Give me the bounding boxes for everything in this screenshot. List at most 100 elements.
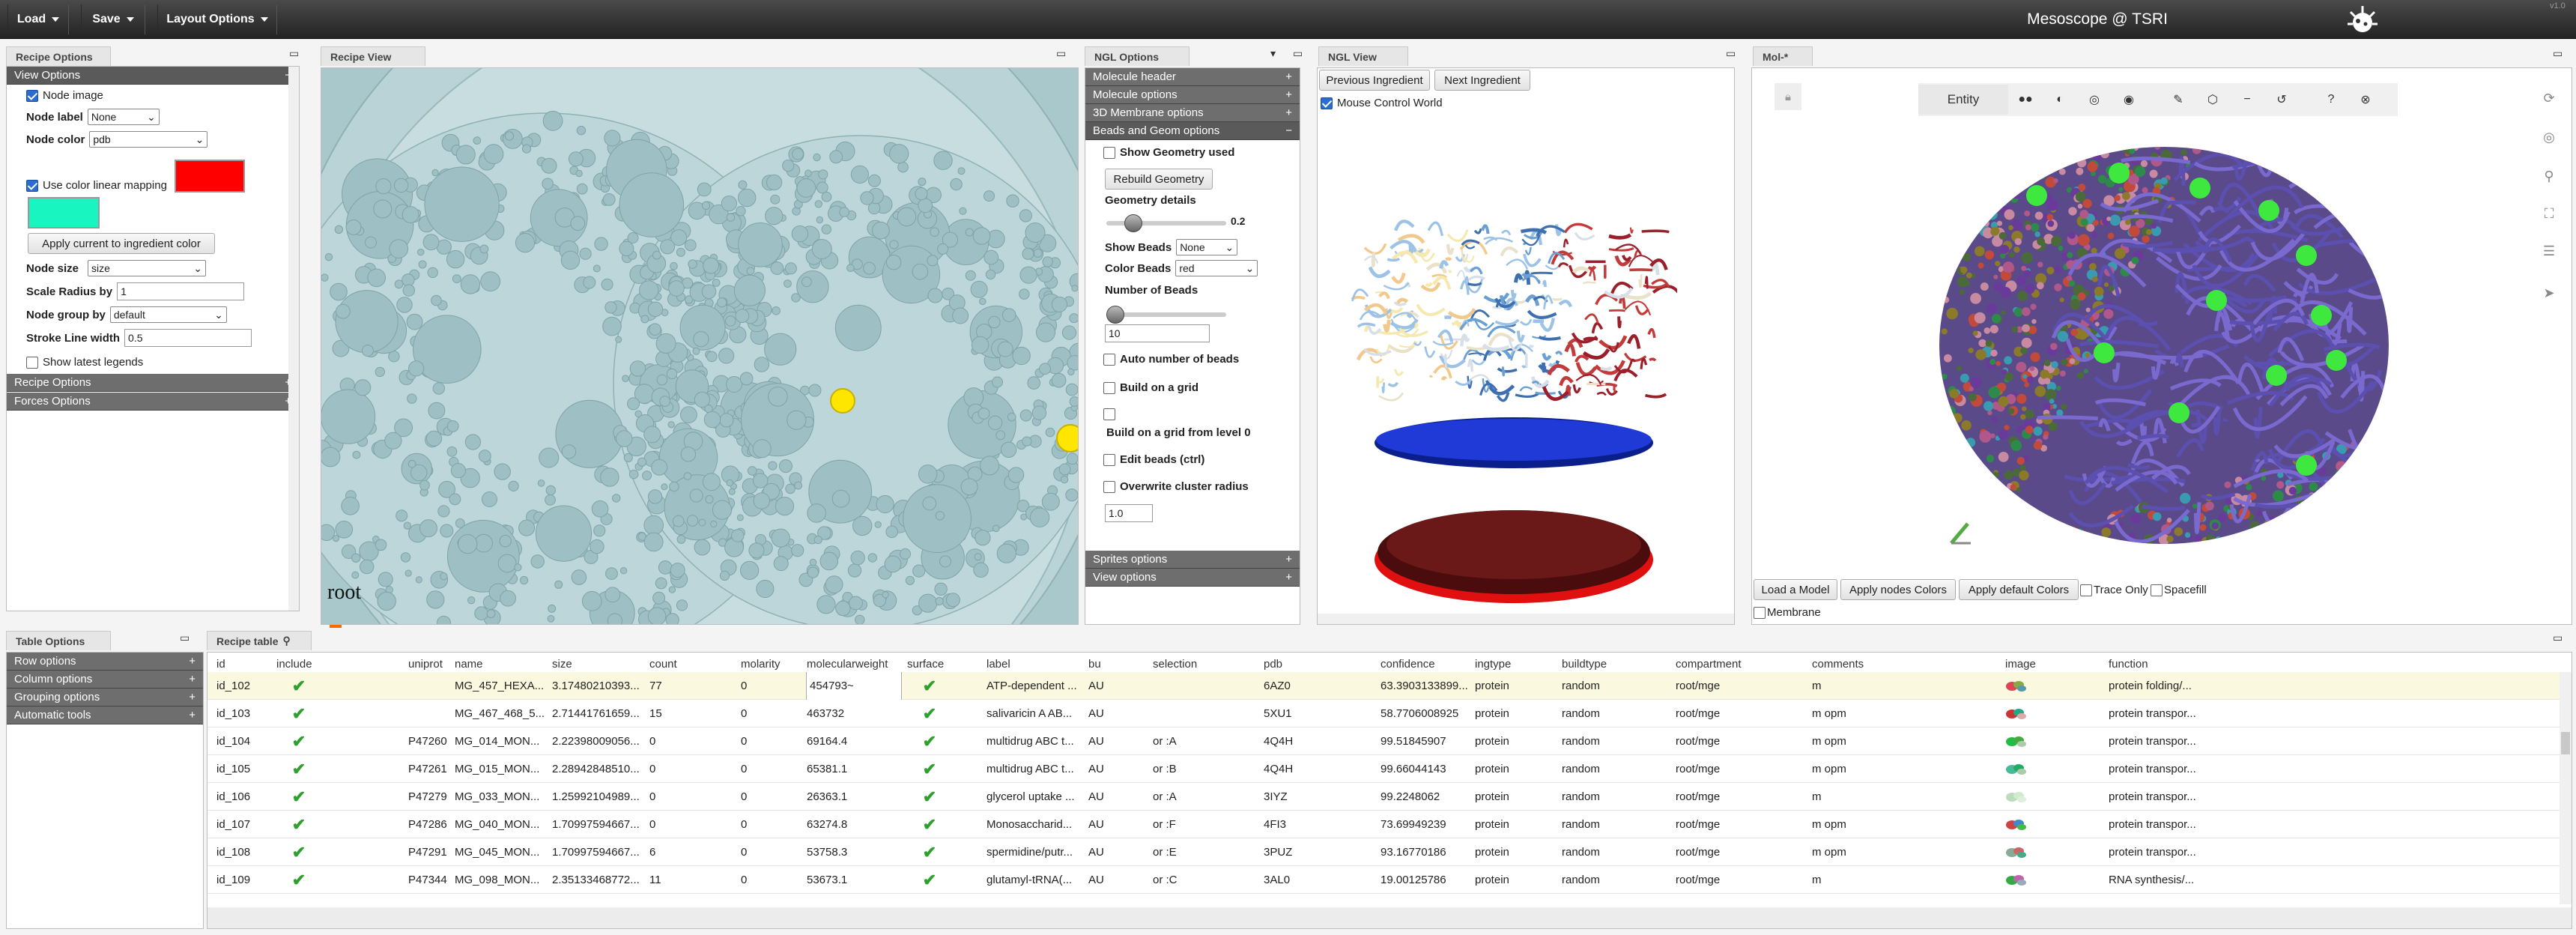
ingredient-node[interactable] [521,144,532,154]
table-cell[interactable]: 3PUZ [1264,846,1293,859]
table-cell[interactable]: 63274.8 [807,818,848,831]
table-cell[interactable]: 0 [741,874,748,886]
column-header[interactable]: bu [1088,657,1101,671]
beads-geom-accordion[interactable]: Beads and Geom options − [1085,122,1300,140]
color-beads-select[interactable]: red ⌄ [1175,260,1258,276]
ingredient-node[interactable] [579,247,592,260]
ingredient-node[interactable] [1033,248,1043,258]
ingredient-node[interactable] [594,237,608,251]
table-cell[interactable]: 63.3903133899... [1381,680,1468,692]
ingredient-node[interactable] [855,614,865,624]
ingredient-node[interactable] [514,563,522,572]
ingredient-node[interactable] [912,263,929,280]
ingredient-node[interactable] [365,236,377,249]
table-row[interactable]: id_102 ✔ MG_457_HEXA... 3.17480210393... 77 0… [207,672,2560,701]
table-cell[interactable]: 3.17480210393... [552,680,640,692]
table-cell[interactable]: m opm [1812,735,1846,748]
ingredient-node[interactable] [406,313,423,330]
ingredient-node[interactable] [676,599,688,611]
ingredient-node[interactable] [685,295,694,304]
ingredient-node[interactable] [867,174,881,187]
ingredient-node[interactable] [796,270,829,303]
table-cell[interactable]: or :B [1153,763,1177,775]
table-cell[interactable]: m [1812,874,1822,886]
ingredient-node[interactable] [1051,372,1067,388]
table-cell[interactable]: random [1562,818,1600,831]
ingredient-node[interactable] [486,609,496,619]
ingredient-node[interactable] [1066,453,1078,465]
ingredient-node[interactable] [753,473,769,488]
table-cell[interactable]: 1.70997594667... [552,846,640,859]
ingredient-node[interactable] [756,579,775,599]
table-cell[interactable]: id_102 [216,680,251,692]
ingredient-node[interactable] [782,160,795,172]
ingredient-node[interactable] [377,591,396,611]
ingredient-node[interactable] [427,267,438,278]
ingredient-node[interactable] [335,290,398,354]
table-cell[interactable] [1153,700,1258,727]
ingredient-node[interactable] [351,571,360,579]
ingredient-node[interactable] [607,613,622,625]
table-row[interactable]: id_107 ✔ P47286 MG_040_MON... 1.70997594667.… [207,811,2560,838]
ingredient-node[interactable] [813,536,822,545]
pointer-icon[interactable]: ➤ [2543,285,2555,300]
table-cell[interactable]: 99.2248062 [1381,790,1440,803]
column-header[interactable]: function [2109,657,2148,671]
ingredient-node[interactable] [482,491,497,507]
ingredient-node[interactable] [667,421,675,429]
table-cell[interactable]: root/mge [1676,735,1721,748]
ingredient-node[interactable] [474,533,493,553]
ingredient-node[interactable] [974,553,982,561]
ingredient-node[interactable] [670,229,688,246]
ingredient-node[interactable] [402,284,416,297]
reset-camera-icon[interactable]: ⟳ [2543,90,2555,106]
ingredient-node[interactable] [773,556,789,572]
ingredient-node[interactable] [425,430,443,447]
ingredient-node[interactable] [378,572,393,587]
include-check-icon[interactable]: ✔ [276,838,321,866]
ingredient-node[interactable] [694,539,711,556]
ingredient-node[interactable] [736,514,744,521]
table-cell[interactable]: AU [1088,735,1104,748]
ingredient-node[interactable] [706,351,718,363]
ingredient-node[interactable] [593,264,601,273]
column-header[interactable]: molarity [741,657,781,671]
table-cell[interactable]: root/mge [1676,763,1721,775]
ingredient-node[interactable] [568,151,584,167]
ingredient-node[interactable] [623,453,633,463]
ingredient-thumbnail[interactable] [2005,866,2103,894]
tab-ngl-options[interactable]: NGL Options [1085,46,1189,66]
ingredient-node[interactable] [437,505,450,518]
ingredient-node[interactable] [1065,488,1078,502]
ingredient-node[interactable] [1025,223,1046,243]
ingredient-node[interactable] [733,274,766,306]
ingredient-thumbnail[interactable] [2005,727,2103,755]
column-header[interactable]: uniprot [408,657,443,671]
table-row[interactable]: id_103 ✔ MG_467_468_5... 2.71441761659... 15… [207,700,2560,727]
forces-options-header[interactable]: Forces Options+ [7,393,299,411]
table-cell[interactable]: id_106 [216,790,251,803]
ingredient-node[interactable] [719,570,730,581]
ingredient-node[interactable] [518,519,536,536]
ingredient-node[interactable] [407,393,417,404]
include-check-icon[interactable]: ✔ [276,672,321,700]
ingredient-node[interactable] [995,430,1006,441]
ingredient-node[interactable] [600,468,619,487]
ingredient-node[interactable] [530,554,545,569]
ingredient-node[interactable] [410,464,428,482]
ingredient-node[interactable] [499,535,512,548]
show-geometry-checkbox[interactable] [1103,146,1115,159]
column-options-accordion[interactable]: Column options + [7,671,203,689]
ingredient-node[interactable] [816,595,836,614]
table-cell[interactable]: glycerol uptake ... [987,790,1075,803]
slider-handle[interactable] [1124,214,1142,232]
table-cell[interactable]: P47291 [408,846,447,859]
ingredient-node[interactable] [652,250,661,260]
ingredient-node[interactable] [792,148,804,160]
ingredient-node[interactable] [545,494,556,506]
ngl-view-options-accordion[interactable]: View options + [1085,569,1300,587]
ingredient-node[interactable] [1061,325,1077,340]
ingredient-node[interactable] [1041,492,1060,511]
ingredient-node[interactable] [460,468,480,488]
table-cell[interactable]: 1.25992104989... [552,790,640,803]
